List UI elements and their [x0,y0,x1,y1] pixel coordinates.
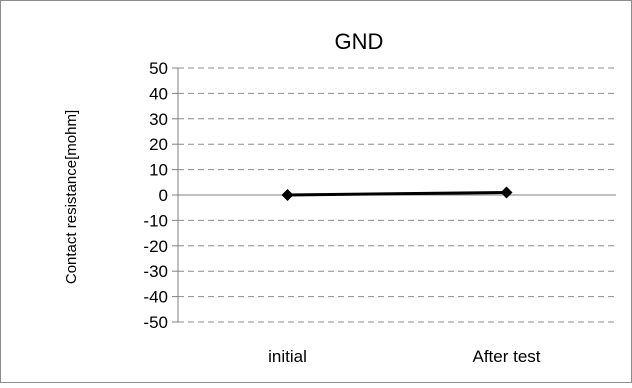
y-tick-label: 50 [149,59,168,78]
x-tick-label: initial [268,347,307,366]
y-axis-label: Contact resistance[mohm] [63,110,80,284]
y-tick-labels: 50 40 30 20 10 0 -10 -20 -30 -40 -50 [143,59,168,332]
series [281,186,513,201]
series-line [287,190,507,197]
y-tick-label: -50 [143,313,168,332]
data-point-marker [500,186,513,199]
y-axis [172,67,179,323]
y-tick-label: 0 [159,186,168,205]
chart-title: GND [335,29,384,54]
y-tick-label: -10 [143,211,168,230]
y-tick-label: -30 [143,262,168,281]
x-tick-labels: initial After test [268,347,541,366]
y-tick-label: 10 [149,161,168,180]
x-tick-label: After test [472,347,540,366]
gridlines [178,67,616,323]
y-tick-label: 30 [149,110,168,129]
y-tick-label: 40 [149,84,168,103]
y-tick-label: 20 [149,135,168,154]
data-point-marker [281,189,294,201]
y-tick-label: -40 [143,288,168,307]
y-tick-label: -20 [143,237,168,256]
